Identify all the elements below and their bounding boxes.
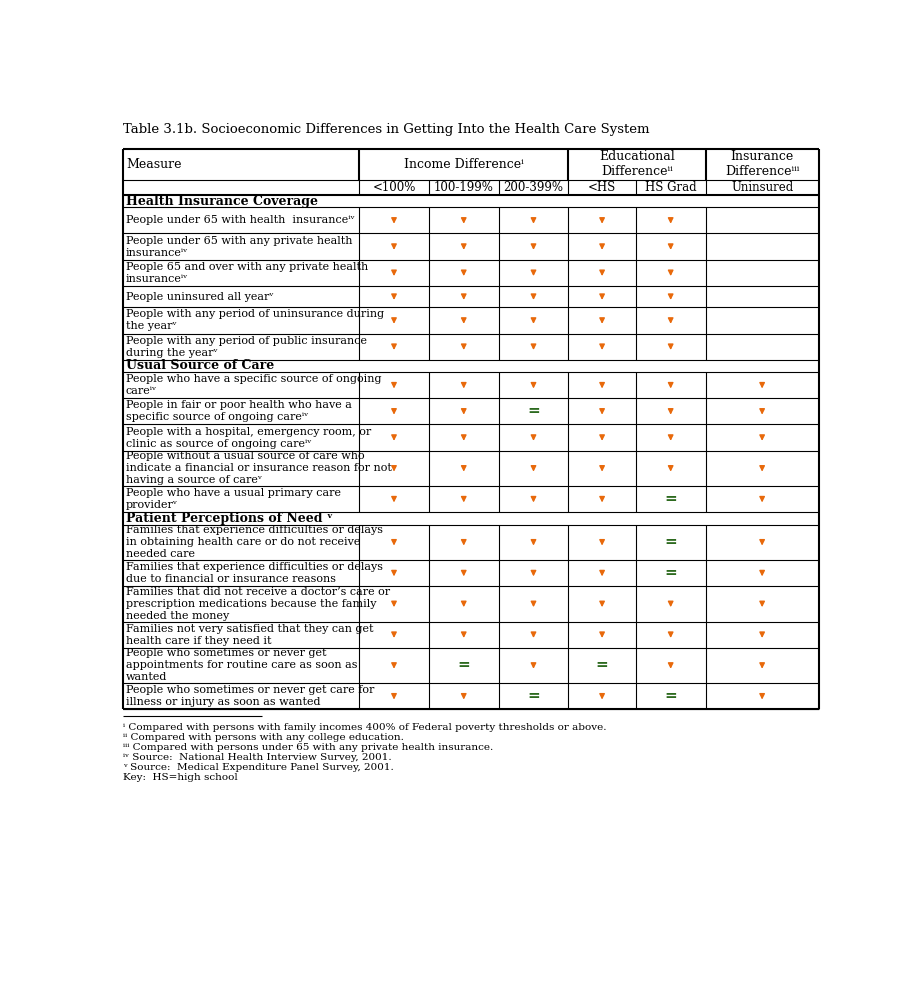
Text: Health Insurance Coverage: Health Insurance Coverage [126, 194, 317, 207]
Text: ⁱᵛ Source:  National Health Interview Survey, 2001.: ⁱᵛ Source: National Health Interview Sur… [122, 753, 391, 762]
Text: =: = [527, 404, 539, 418]
Text: HS Grad: HS Grad [644, 181, 696, 194]
Text: Families that did not receive a doctor’s care or
prescription medications becaus: Families that did not receive a doctor’s… [126, 587, 390, 621]
Text: Families not very satisfied that they can get
health care if they need it: Families not very satisfied that they ca… [126, 623, 373, 645]
Text: ⁱⁱ Compared with persons with any college education.: ⁱⁱ Compared with persons with any colleg… [122, 733, 403, 742]
Text: =: = [596, 658, 607, 672]
Text: People under 65 with any private health
insuranceⁱᵛ: People under 65 with any private health … [126, 236, 352, 258]
Text: Families that experience difficulties or delays
in obtaining health care or do n: Families that experience difficulties or… [126, 525, 382, 559]
Text: People with any period of public insurance
during the yearᵛ: People with any period of public insuran… [126, 336, 367, 358]
Text: Uninsured: Uninsured [731, 181, 792, 194]
Text: Income Differenceⁱ: Income Differenceⁱ [403, 157, 523, 170]
Text: Usual Source of Care: Usual Source of Care [126, 360, 274, 373]
Text: Educational
Differenceⁱⁱ: Educational Differenceⁱⁱ [598, 150, 675, 178]
Text: <100%: <100% [372, 181, 415, 194]
Text: People 65 and over with any private health
insuranceⁱᵛ: People 65 and over with any private heal… [126, 262, 368, 284]
Text: =: = [664, 492, 676, 506]
Text: People with any period of uninsurance during
the yearᵛ: People with any period of uninsurance du… [126, 310, 383, 332]
Text: People who have a specific source of ongoing
careⁱᵛ: People who have a specific source of ong… [126, 374, 381, 396]
Text: =: = [664, 535, 676, 549]
Text: People with a hospital, emergency room, or
clinic as source of ongoing careⁱᵛ: People with a hospital, emergency room, … [126, 426, 370, 448]
Text: Key:  HS=high school: Key: HS=high school [122, 773, 237, 782]
Text: Insurance
Differenceⁱⁱⁱ: Insurance Differenceⁱⁱⁱ [724, 150, 799, 178]
Text: =: = [664, 566, 676, 580]
Text: Families that experience difficulties or delays
due to financial or insurance re: Families that experience difficulties or… [126, 562, 382, 584]
Text: =: = [527, 689, 539, 703]
Text: <HS: <HS [587, 181, 616, 194]
Text: ᵛ Source:  Medical Expenditure Panel Survey, 2001.: ᵛ Source: Medical Expenditure Panel Surv… [122, 763, 393, 772]
Text: People who sometimes or never get care for
illness or injury as soon as wanted: People who sometimes or never get care f… [126, 685, 374, 707]
Text: People who have a usual primary care
providerᵛ: People who have a usual primary care pro… [126, 488, 340, 510]
Text: ⁱ Compared with persons with family incomes 400% of Federal poverty thresholds o: ⁱ Compared with persons with family inco… [122, 723, 606, 732]
Text: People under 65 with health  insuranceⁱᵛ: People under 65 with health insuranceⁱᵛ [126, 215, 354, 225]
Text: =: = [457, 658, 470, 672]
Text: Measure: Measure [126, 157, 181, 170]
Text: People uninsured all yearᵛ: People uninsured all yearᵛ [126, 292, 273, 302]
Text: Patient Perceptions of Need ᵛ: Patient Perceptions of Need ᵛ [126, 512, 333, 525]
Text: 100-199%: 100-199% [434, 181, 494, 194]
Text: People without a usual source of care who
indicate a financial or insurance reas: People without a usual source of care wh… [126, 451, 391, 485]
Text: =: = [664, 689, 676, 703]
Text: Table 3.1b. Socioeconomic Differences in Getting Into the Health Care System: Table 3.1b. Socioeconomic Differences in… [122, 124, 649, 136]
Text: 200-399%: 200-399% [503, 181, 562, 194]
Text: ⁱⁱⁱ Compared with persons under 65 with any private health insurance.: ⁱⁱⁱ Compared with persons under 65 with … [122, 743, 493, 752]
Text: People who sometimes or never get
appointments for routine care as soon as
wante: People who sometimes or never get appoin… [126, 648, 357, 682]
Text: People in fair or poor health who have a
specific source of ongoing careⁱᵛ: People in fair or poor health who have a… [126, 400, 351, 422]
